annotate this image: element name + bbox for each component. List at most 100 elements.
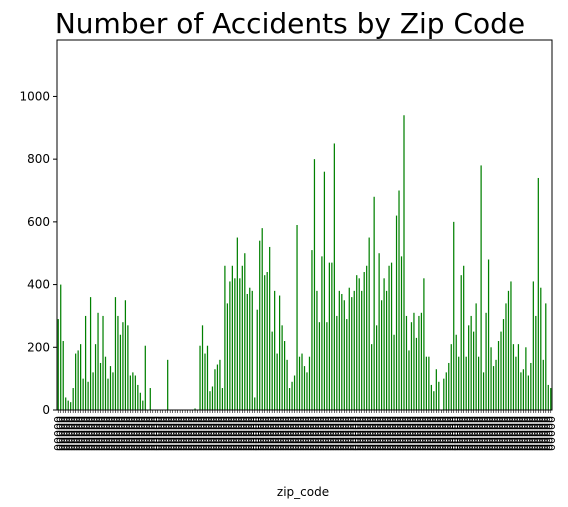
bar [216,364,219,410]
bar [313,159,316,410]
bar [547,384,549,410]
bar [167,359,169,410]
bar [363,272,365,410]
bar [368,237,370,410]
x-tick-label: 00000 [383,416,396,451]
x-tick-label: 00000 [400,416,413,451]
bar [97,312,99,410]
x-tick-label: 00000 [72,416,85,451]
x-tick-label: 00000 [179,416,192,451]
bar [351,297,353,410]
x-tick-label: 00000 [284,416,297,451]
x-tick-label: 00000 [458,416,471,451]
x-tick-label: 00000 [475,416,488,451]
bar [395,215,398,410]
bar [209,391,211,410]
bar [390,262,393,410]
x-tick-label: 00000 [448,416,461,451]
x-tick-label: 00000 [440,416,453,451]
x-tick-label: 00000 [234,416,247,451]
x-tick-label: 00000 [413,416,426,451]
bar [318,322,321,410]
bar [326,322,328,410]
x-tick-label: 00000 [279,416,292,451]
bar [425,356,427,410]
x-tick-label: 00000 [147,416,160,451]
bar [478,356,480,410]
x-tick-label: 00000 [435,416,448,451]
bar [371,344,373,410]
bar [550,388,552,410]
x-tick-label: 00000 [129,416,142,451]
x-tick-label: 00000 [214,416,227,451]
bar [271,331,273,410]
bar [480,165,482,410]
x-tick-label: 00000 [348,416,361,451]
x-tick-label: 00000 [142,416,155,451]
x-tick-label: 00000 [187,416,200,451]
bar [537,177,539,410]
x-tick-label: 00000 [495,416,508,451]
x-tick-label: 00000 [182,416,195,451]
x-tick-label: 00000 [241,416,254,451]
x-tick-label: 00000 [527,416,540,451]
bar [522,369,525,410]
bar [134,375,136,410]
x-tick-label: 00000 [264,416,277,451]
x-tick-label: 00000 [420,416,433,451]
bar [361,290,363,410]
x-tick-label: 00000 [199,416,212,451]
bar [296,225,298,410]
bar [348,287,350,410]
bar [291,381,293,410]
bar [443,378,445,410]
x-tick-label: 00000 [542,416,555,451]
bar [445,372,447,410]
x-tick-label: 00000 [299,416,312,451]
x-tick-label: 00000 [119,416,132,451]
bar [400,256,403,410]
bar [149,388,151,410]
x-tick-label: 00000 [239,416,252,451]
x-tick-label: 00000 [398,416,411,451]
x-tick-label: 00000 [85,416,98,451]
bar [497,341,500,410]
bar [420,312,423,410]
bar [226,303,229,410]
bar [306,372,308,410]
y-tick-label: 400 [27,278,50,292]
x-axis-label: zip_code [277,485,329,499]
bar [274,290,276,410]
x-tick-label: 00000 [219,416,232,451]
x-tick-label: 00000 [261,416,274,451]
bar [204,353,206,410]
bar [338,290,340,410]
bar [341,293,343,410]
x-tick-label: 00000 [391,416,404,451]
bar [517,344,520,410]
x-tick-label: 00000 [438,416,451,451]
bar [542,359,544,410]
x-tick-label: 00000 [154,416,167,451]
x-tick-label: 00000 [381,416,394,451]
x-tick-label: 00000 [331,416,344,451]
x-tick-label: 00000 [201,416,214,451]
bar [366,265,368,410]
x-tick-label: 00000 [67,416,80,451]
x-tick-label: 00000 [346,416,359,451]
x-tick-label: 00000 [224,416,237,451]
bar [323,171,326,410]
x-tick-label: 00000 [301,416,314,451]
bar [393,334,395,410]
bar [283,341,286,410]
x-tick-label: 00000 [269,416,282,451]
bar [279,295,281,410]
bar [124,300,127,410]
bar [428,356,430,410]
x-tick-label: 00000 [321,416,334,451]
y-tick-label: 800 [27,152,50,166]
bar [144,345,146,410]
x-tick-label: 00000 [515,416,528,451]
x-tick-label: 00000 [75,416,88,451]
x-tick-label: 00000 [90,416,103,451]
